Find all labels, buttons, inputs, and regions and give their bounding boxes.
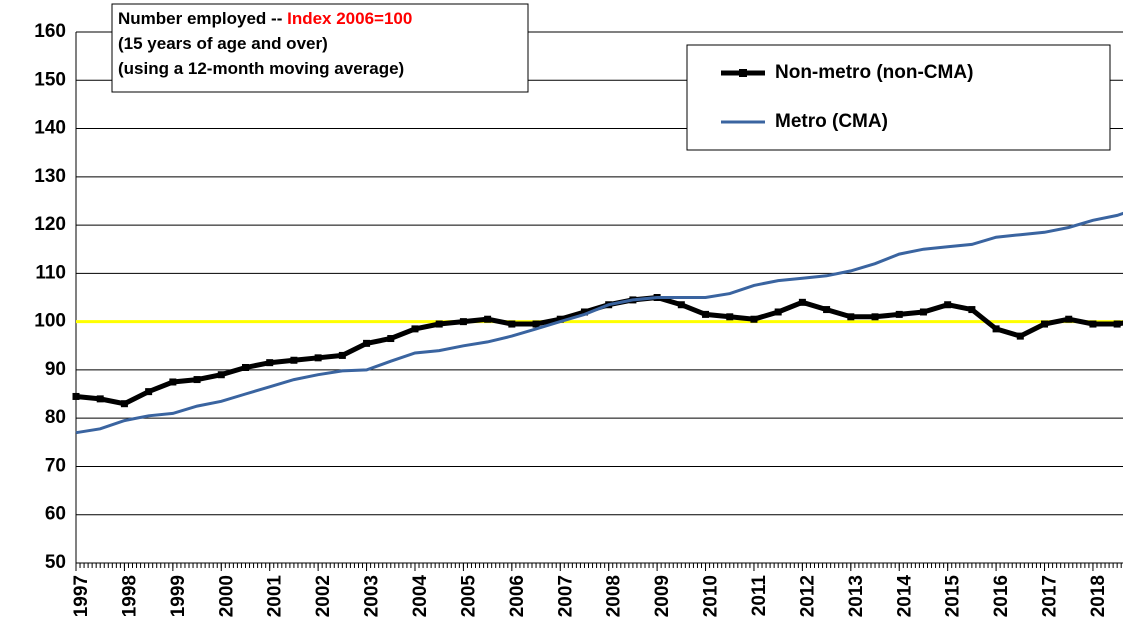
legend-label: Metro (CMA) — [775, 111, 888, 132]
x-tick-label: 2016 — [991, 575, 1012, 617]
y-tick-label: 160 — [34, 21, 66, 42]
marker — [919, 308, 927, 316]
title-part: Number employed -- — [118, 9, 287, 28]
y-tick-label: 60 — [45, 504, 66, 525]
marker — [1041, 320, 1049, 328]
x-tick-label: 2000 — [216, 575, 237, 617]
x-tick-label: 2012 — [797, 575, 818, 617]
marker — [532, 320, 540, 328]
x-tick-label: 2005 — [458, 575, 479, 618]
marker — [1016, 332, 1024, 340]
title-line: Number employed -- Index 2006=100 — [118, 9, 412, 28]
y-tick-label: 70 — [45, 455, 66, 476]
y-tick-label: 110 — [35, 262, 66, 283]
x-tick-label: 2006 — [507, 575, 528, 617]
title-line: (15 years of age and over) — [118, 34, 328, 53]
series-line — [75, 211, 1123, 435]
series-line — [75, 294, 1123, 407]
marker — [1089, 320, 1097, 328]
y-tick-label: 130 — [34, 166, 66, 187]
marker — [72, 392, 80, 400]
y-tick-label: 120 — [34, 214, 66, 235]
marker — [774, 308, 782, 316]
marker — [1065, 315, 1073, 323]
marker — [823, 306, 831, 314]
y-tick-label: 140 — [34, 118, 66, 139]
legend-label: Non-metro (non-CMA) — [775, 62, 973, 83]
x-tick-label: 2018 — [1088, 575, 1109, 617]
marker — [241, 363, 249, 371]
x-tick-label: 2014 — [894, 575, 915, 618]
marker — [120, 400, 128, 408]
title-part: (using a 12-month moving average) — [118, 59, 404, 78]
marker — [484, 315, 492, 323]
x-tick-label: 2011 — [749, 575, 770, 617]
marker — [435, 320, 443, 328]
marker — [968, 306, 976, 314]
marker — [169, 378, 177, 386]
marker — [363, 339, 371, 347]
marker — [798, 298, 806, 306]
marker — [387, 335, 395, 343]
y-tick-label: 50 — [45, 552, 66, 573]
marker — [871, 313, 879, 321]
x-tick-label: 1998 — [119, 575, 140, 617]
legend-box — [686, 44, 1111, 151]
title-part: (15 years of age and over) — [118, 34, 328, 53]
marker — [1113, 320, 1121, 328]
marker — [895, 310, 903, 318]
marker — [847, 313, 855, 321]
title-line: (using a 12-month moving average) — [118, 59, 404, 78]
legend-marker — [739, 69, 747, 77]
title-part: Index 2006=100 — [287, 9, 412, 28]
x-tick-label: 2017 — [1040, 575, 1061, 617]
marker — [677, 301, 685, 309]
y-tick-label: 80 — [45, 407, 66, 428]
marker — [338, 351, 346, 359]
x-tick-label: 2001 — [265, 575, 286, 618]
marker — [508, 320, 516, 328]
x-tick-label: 2003 — [362, 575, 383, 617]
marker — [145, 388, 153, 396]
marker — [96, 395, 104, 403]
marker — [726, 313, 734, 321]
y-tick-label: 100 — [34, 311, 66, 332]
marker — [290, 356, 298, 364]
x-tick-label: 2015 — [943, 575, 964, 618]
y-tick-label: 90 — [45, 359, 66, 380]
marker — [193, 376, 201, 384]
marker — [750, 315, 758, 323]
title-box — [111, 3, 529, 93]
x-tick-label: 2010 — [701, 575, 722, 617]
x-tick-label: 2009 — [652, 575, 673, 617]
marker — [556, 315, 564, 323]
x-tick-label: 2007 — [555, 575, 576, 617]
x-tick-label: 2004 — [410, 575, 431, 618]
marker — [411, 325, 419, 333]
x-tick-label: 1999 — [168, 575, 189, 617]
x-tick-label: 2008 — [604, 575, 625, 617]
marker — [266, 359, 274, 367]
x-tick-label: 1997 — [71, 575, 92, 617]
marker — [217, 371, 225, 379]
x-tick-label: 2002 — [313, 575, 334, 617]
marker — [702, 310, 710, 318]
y-tick-label: 150 — [34, 69, 66, 90]
marker — [580, 308, 588, 316]
x-tick-label: 2013 — [846, 575, 867, 617]
marker — [459, 318, 467, 326]
marker — [944, 301, 952, 309]
marker — [992, 325, 1000, 333]
marker — [314, 354, 322, 362]
